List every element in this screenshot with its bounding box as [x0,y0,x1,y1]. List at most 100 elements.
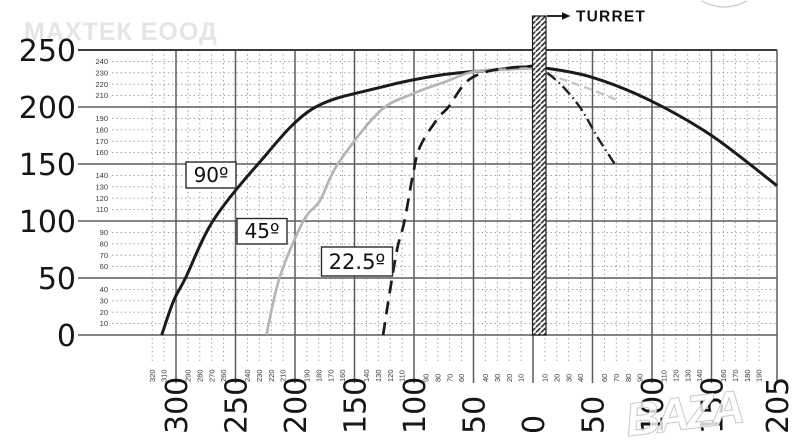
curve-22-right [546,71,618,167]
label-box [320,246,394,277]
x-minor-tick-label: 110 [660,370,669,382]
curve-label-90: 90º [185,161,237,189]
decorative-arc [701,0,748,8]
x-minor-tick-label: 130 [374,369,383,382]
x-minor-tick-label: 240 [243,369,252,382]
y-minor-tick-label: 80 [100,239,108,248]
x-minor-tick-label: 310 [160,369,169,382]
x-minor-tick-label: 10 [517,374,526,382]
x-minor-tick-label: 180 [743,369,752,382]
y-major-axis-label: 250 [19,34,76,69]
y-major-axis-label: 0 [57,319,76,354]
x-minor-tick-label: 60 [600,374,609,382]
x-major-axis-label: 205 [761,377,796,434]
x-minor-tick-label: 130 [683,369,692,382]
x-major-axis-label: 200 [279,377,314,434]
y-minor-tick-label: 20 [100,308,108,317]
major-axis-labels: 300 250 200 150 100 50 0 50 100 150 20525020015010… [19,34,796,434]
curve-90 [160,65,778,336]
x-minor-tick-label: 160 [719,369,728,382]
x-minor-tick-label: 280 [195,369,204,382]
x-minor-tick-label: 170 [731,369,740,382]
y-major-axis-label: 50 [38,262,76,297]
minor-gridlines [112,50,777,363]
label-box [185,161,237,189]
x-minor-tick-label: 120 [386,369,395,382]
x-minor-tick-label: 320 [148,369,157,382]
y-minor-tick-label: 110 [96,205,108,214]
y-minor-tick-label: 30 [100,296,108,305]
x-minor-tick-label: 190 [303,369,312,382]
x-minor-tick-label: 10 [541,374,550,382]
x-minor-tick-label: 80 [624,374,633,382]
curve-45-right [546,72,618,102]
curve-label-22-5: 22.5º [320,246,394,277]
y-minor-tick-label: 120 [95,194,108,203]
y-minor-tick-label: 180 [95,125,108,134]
y-minor-tick-label: 220 [95,80,108,89]
major-gridlines [78,49,778,383]
x-major-axis-label: 50 [458,396,493,434]
x-minor-tick-label: 40 [576,374,585,382]
y-minor-tick-label: 230 [95,68,108,77]
x-major-axis-label: 100 [636,377,671,434]
y-minor-tick-label: 10 [100,319,108,328]
curve-22 [381,64,534,336]
y-major-axis-label: 150 [19,148,76,183]
minor-tick-labels: 320 310 290 280 270 260 240 230 220 210 190 180 170 1… [95,57,763,382]
x-minor-tick-label: 230 [255,369,264,382]
x-major-axis-label: 300 [160,377,195,434]
x-minor-tick-label: 80 [433,374,442,382]
x-minor-tick-label: 40 [481,374,490,382]
y-minor-tick-label: 170 [95,137,108,146]
x-minor-tick-label: 30 [493,374,502,382]
x-minor-tick-label: 60 [457,374,466,382]
x-minor-tick-label: 210 [279,369,288,382]
y-minor-tick-label: 240 [95,57,108,66]
y-minor-tick-label: 140 [95,171,108,180]
y-minor-tick-label: 40 [100,285,108,294]
curve-label-45: 45º [236,217,288,245]
x-minor-tick-label: 270 [207,369,216,382]
y-minor-tick-label: 210 [95,91,108,100]
x-major-axis-label: 150 [339,377,374,434]
x-minor-tick-label: 20 [505,374,514,382]
x-minor-tick-label: 180 [314,369,323,382]
turret-label: TURRET [576,9,646,26]
trajectory-curves [160,64,778,336]
x-minor-tick-label: 220 [267,369,276,382]
x-minor-tick-label: 90 [422,374,431,382]
x-minor-tick-label: 290 [184,369,193,382]
x-minor-tick-label: 110 [398,370,407,382]
x-major-axis-label: 100 [398,377,433,434]
x-major-axis-label: 150 [696,377,731,434]
x-major-axis-label: 50 [577,396,612,434]
turret-bar [531,15,547,336]
x-minor-tick-label: 260 [219,369,228,382]
y-minor-tick-label: 130 [95,182,108,191]
turret-arrowhead-icon [562,12,571,20]
x-minor-tick-label: 160 [338,369,347,382]
curve-45 [265,66,534,336]
x-minor-tick-label: 90 [636,374,645,382]
y-minor-tick-label: 90 [100,228,108,237]
x-minor-tick-label: 170 [326,369,335,382]
y-major-axis-label: 200 [19,91,76,126]
watermark-seller: МАХТЕК ЕООД [24,18,218,46]
x-minor-tick-label: 20 [552,374,561,382]
label-box [236,217,288,245]
curve-label-text: 45º [245,219,280,243]
y-minor-tick-label: 60 [100,262,108,271]
x-minor-tick-label: 140 [362,369,371,382]
x-minor-tick-label: 70 [445,374,454,382]
turret: TURRET [531,9,646,336]
x-minor-tick-label: 190 [755,369,764,382]
curve-label-text: 90º [194,163,229,187]
y-minor-tick-label: 160 [95,148,108,157]
x-minor-tick-label: 30 [564,374,573,382]
curve-label-text: 22.5º [329,250,386,274]
y-minor-tick-label: 190 [95,114,108,123]
x-major-axis-label: 0 [517,415,552,434]
x-minor-tick-label: 70 [612,374,621,382]
y-major-axis-label: 100 [19,205,76,240]
